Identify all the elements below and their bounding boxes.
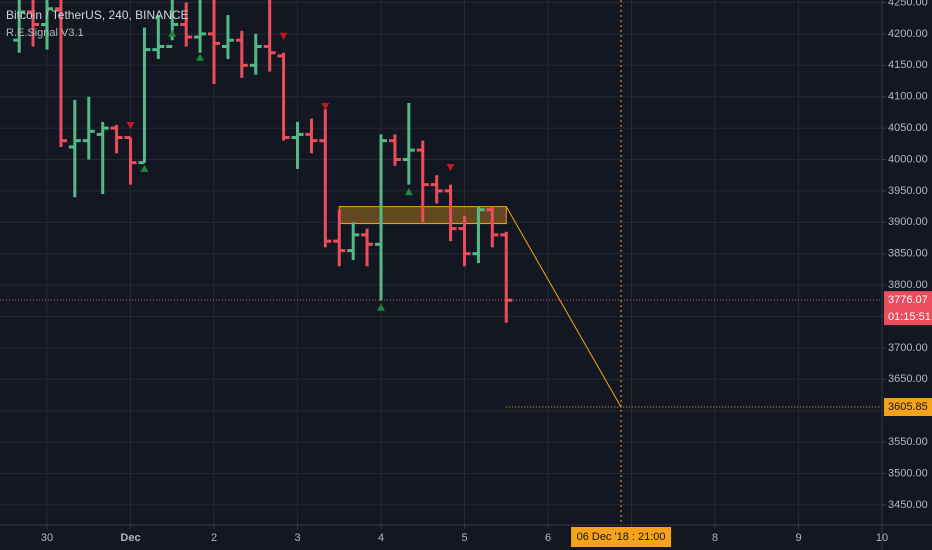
y-tick-label: 4000.00 <box>888 153 928 165</box>
y-tick-label: 3550.00 <box>888 436 928 448</box>
x-tick-label: 30 <box>41 532 53 544</box>
y-tick-label: 3450.00 <box>888 499 928 511</box>
buy-signal <box>140 164 149 172</box>
y-tick-label: 3700.00 <box>888 342 928 354</box>
axes: 3450.003500.003550.003600.003650.003700.… <box>41 0 932 547</box>
y-tick-label: 4150.00 <box>888 59 928 71</box>
sell-signal <box>446 164 455 172</box>
y-tick-label: 4200.00 <box>888 28 928 40</box>
y-tick-label: 3900.00 <box>888 216 928 228</box>
buy-signal <box>404 188 413 196</box>
x-tick-label: Dec <box>120 532 140 544</box>
x-tick-label: 4 <box>378 532 384 544</box>
indicator-name: R.E.Signal V3.1 <box>6 27 84 39</box>
y-tick-label: 4100.00 <box>888 91 928 103</box>
y-tick-label: 4050.00 <box>888 122 928 134</box>
chart-title: Bitcoin / TetherUS, 240, BINANCE <box>6 8 189 22</box>
last-price-label: 3776.07 <box>888 294 928 306</box>
buy-signal <box>168 29 177 37</box>
y-tick-label: 4250.00 <box>888 0 928 8</box>
sell-signal <box>279 32 288 40</box>
crosshair-box <box>571 527 672 547</box>
target-price-label: 3605.85 <box>888 401 928 413</box>
x-tick-label: 5 <box>461 532 467 544</box>
x-tick-label: 6 <box>545 532 551 544</box>
x-tick-label: 9 <box>795 532 801 544</box>
y-tick-label: 3650.00 <box>888 373 928 385</box>
x-tick-label: 3 <box>294 532 300 544</box>
last-price-box <box>884 291 932 326</box>
target-price-box <box>884 398 932 417</box>
y-tick-label: 3950.00 <box>888 185 928 197</box>
y-tick-label: 3800.00 <box>888 279 928 291</box>
buy-signal <box>196 53 205 61</box>
sell-signal <box>321 103 330 111</box>
x-tick-label: 2 <box>211 532 217 544</box>
x-tick-label: 10 <box>876 532 888 544</box>
countdown-label: 01:15:51 <box>888 311 931 323</box>
sell-signal <box>126 121 135 129</box>
x-tick-label: 8 <box>712 532 718 544</box>
y-tick-label: 3850.00 <box>888 248 928 260</box>
y-tick-label: 3500.00 <box>888 467 928 479</box>
buy-signal <box>377 303 386 311</box>
crosshair-label: 06 Dec '18 : 21:00 <box>577 531 666 543</box>
projection-line <box>505 206 622 408</box>
plot <box>0 0 883 525</box>
